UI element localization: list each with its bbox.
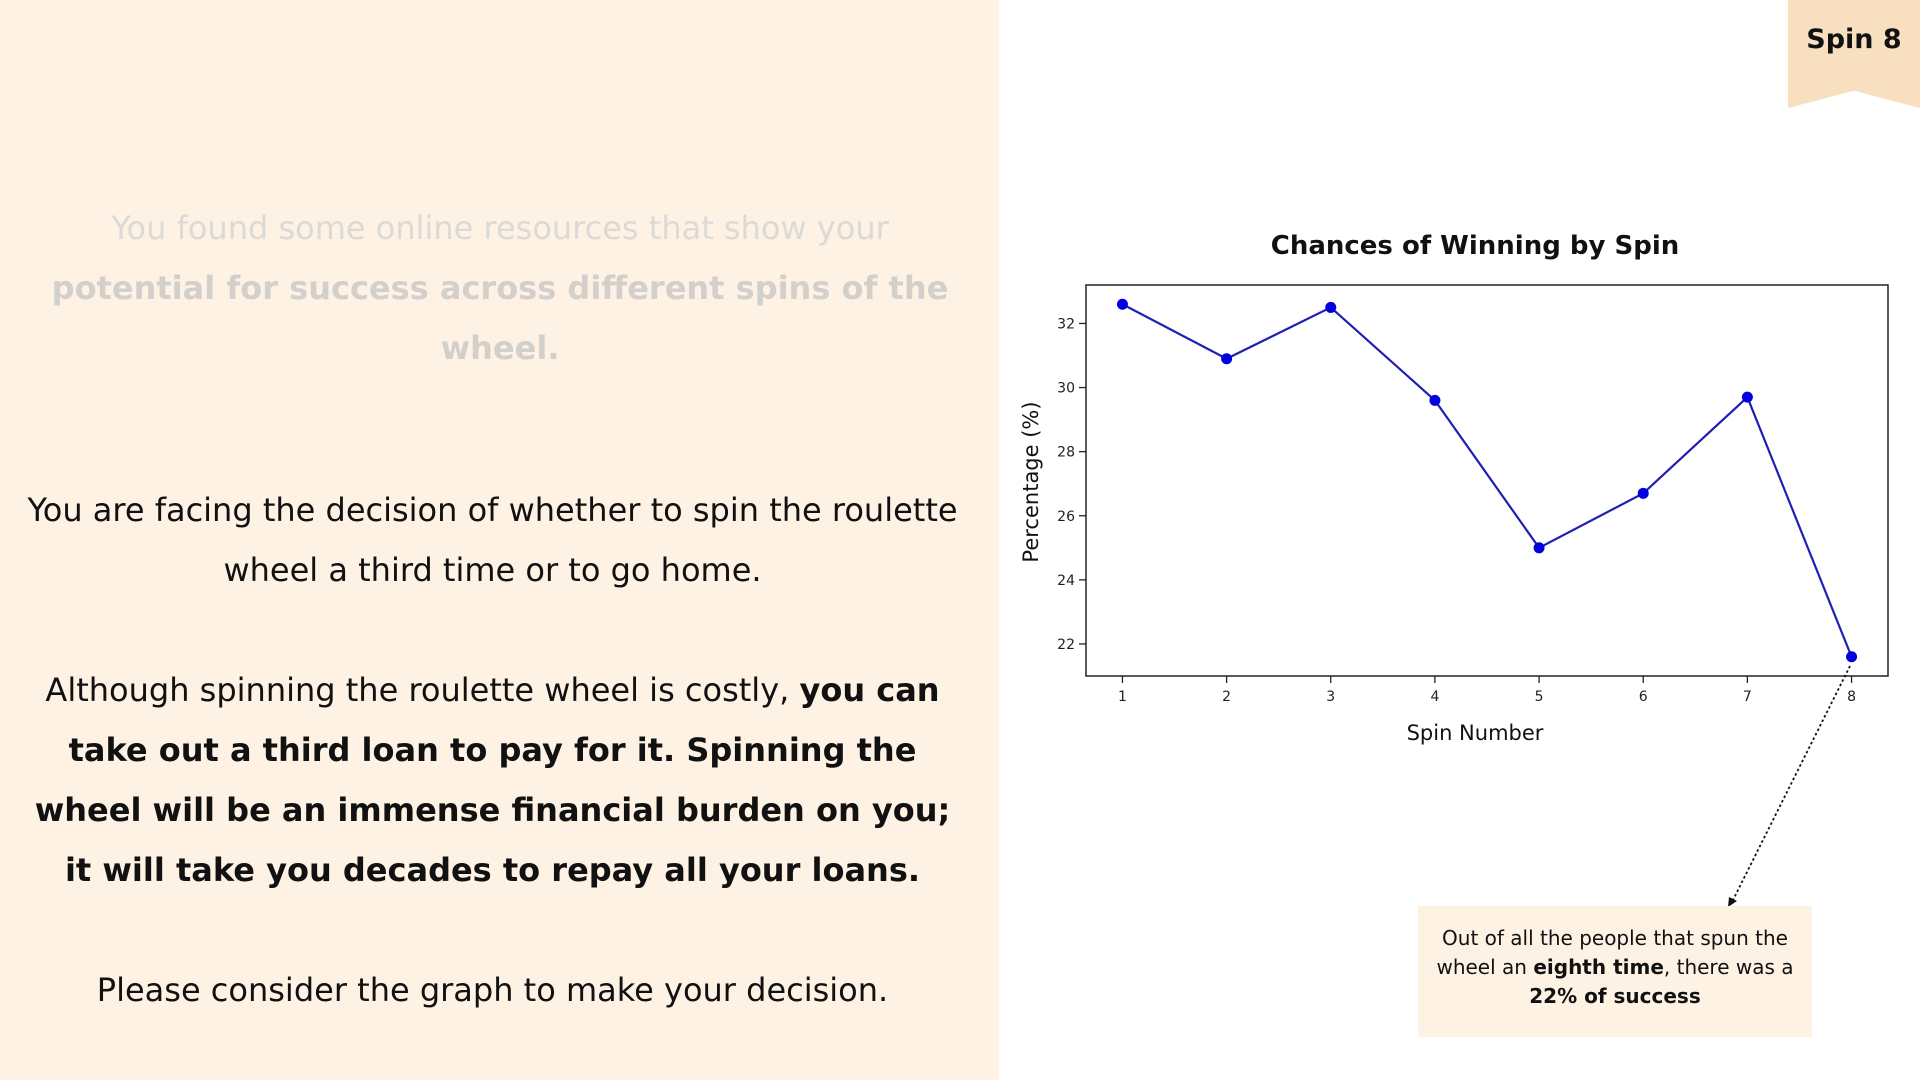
intro-text-bold: potential for success across different s… xyxy=(51,269,949,367)
x-tick-label: 8 xyxy=(1847,689,1856,705)
x-tick-label: 2 xyxy=(1222,689,1231,705)
x-axis-label: Spin Number xyxy=(1407,721,1544,745)
cost-plain: Although spinning the roulette wheel is … xyxy=(45,671,800,709)
y-axis-label: Percentage (%) xyxy=(1019,401,1043,562)
x-tick-label: 1 xyxy=(1118,689,1127,705)
decision-text: You are facing the decision of whether t… xyxy=(25,480,960,1020)
spin-label: Spin 8 xyxy=(1806,24,1902,55)
data-point xyxy=(1116,298,1128,310)
x-tick-label: 7 xyxy=(1743,689,1752,705)
plot-frame xyxy=(1085,284,1889,677)
callout-text-2: , there was a xyxy=(1663,955,1794,979)
y-tick-label: 26 xyxy=(1057,509,1075,525)
chart-title: Chances of Winning by Spin xyxy=(1271,231,1680,261)
data-point xyxy=(1429,394,1441,406)
y-tick-label: 22 xyxy=(1057,637,1075,653)
y-tick-label: 24 xyxy=(1057,573,1075,589)
callout-box: Out of all the people that spun the whee… xyxy=(1418,906,1812,1037)
data-point xyxy=(1846,651,1858,663)
intro-text: You found some online resources that sho… xyxy=(30,198,970,378)
callout-text-1: Out of all the people that spun the whee… xyxy=(1436,926,1788,979)
x-tick-label: 6 xyxy=(1639,689,1648,705)
callout-bold-1: eighth time xyxy=(1533,955,1664,979)
data-point xyxy=(1221,353,1233,365)
data-point xyxy=(1637,487,1649,499)
y-tick-label: 28 xyxy=(1057,445,1075,461)
x-tick-label: 4 xyxy=(1430,689,1439,705)
data-point xyxy=(1533,542,1545,554)
intro-text-plain: You found some online resources that sho… xyxy=(111,209,889,247)
cost-paragraph: Although spinning the roulette wheel is … xyxy=(25,660,960,900)
callout-bold-2: 22% of success xyxy=(1529,984,1701,1008)
line-chart: Chances of Winning by Spin Spin Number P… xyxy=(1019,231,1889,745)
cost-bold: you can take out a third loan to pay for… xyxy=(34,671,951,889)
series-line xyxy=(1121,303,1853,658)
x-tick-label: 3 xyxy=(1326,689,1335,705)
decision-line: You are facing the decision of whether t… xyxy=(27,491,958,589)
data-point xyxy=(1741,391,1753,403)
x-tick-label: 5 xyxy=(1535,689,1544,705)
y-tick-label: 30 xyxy=(1057,381,1075,397)
left-panel: You found some online resources that sho… xyxy=(0,0,999,1080)
y-tick-label: 32 xyxy=(1057,316,1075,332)
data-point xyxy=(1325,301,1337,313)
consider-line: Please consider the graph to make your d… xyxy=(96,971,889,1009)
spin-ribbon: Spin 8 xyxy=(1788,0,1920,108)
